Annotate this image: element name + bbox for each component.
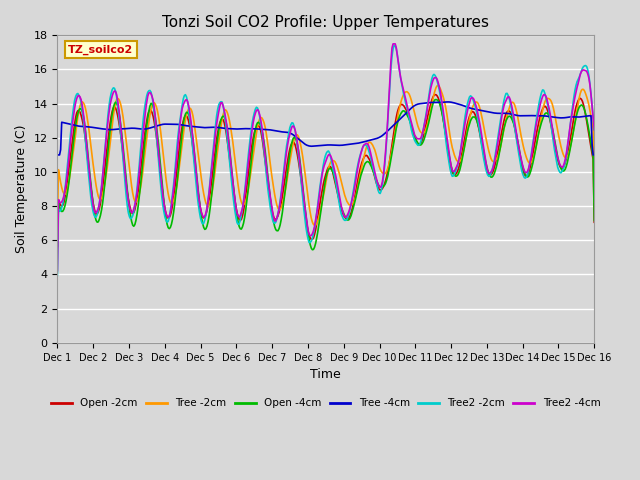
Title: Tonzi Soil CO2 Profile: Upper Temperatures: Tonzi Soil CO2 Profile: Upper Temperatur… xyxy=(163,15,490,30)
Text: TZ_soilco2: TZ_soilco2 xyxy=(68,45,133,55)
X-axis label: Time: Time xyxy=(310,368,341,381)
Legend: Open -2cm, Tree -2cm, Open -4cm, Tree -4cm, Tree2 -2cm, Tree2 -4cm: Open -2cm, Tree -2cm, Open -4cm, Tree -4… xyxy=(47,394,605,412)
Y-axis label: Soil Temperature (C): Soil Temperature (C) xyxy=(15,125,28,253)
